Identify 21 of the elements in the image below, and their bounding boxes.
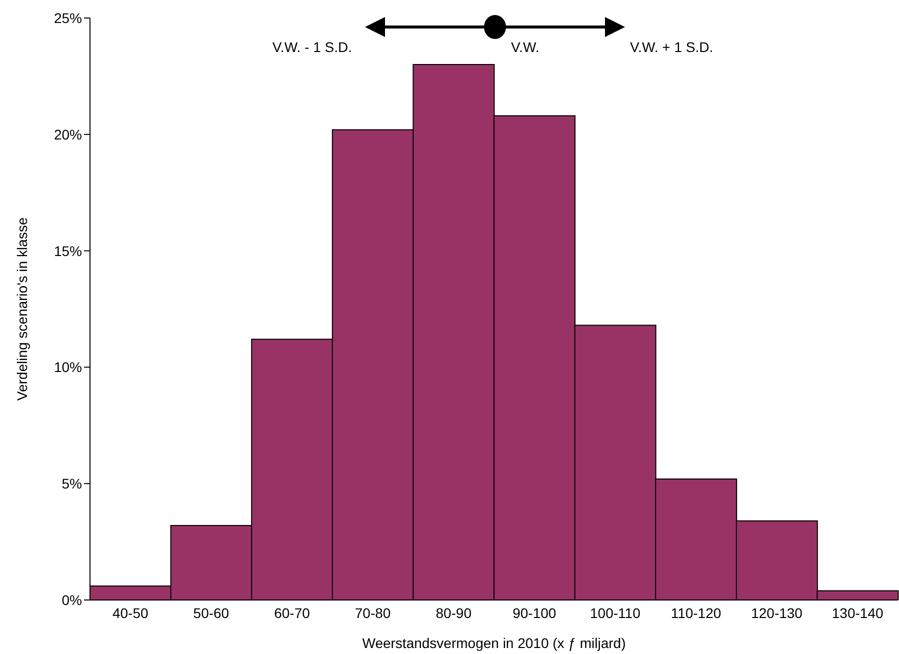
y-tick-label: 20%	[54, 126, 82, 142]
x-tick-label: 130-140	[832, 604, 884, 621]
x-tick-label: 40-50	[112, 604, 149, 621]
y-axis-title: Verdeling scenario's in klasse	[14, 217, 30, 401]
x-tick-label: 100-110	[590, 604, 641, 621]
x-axis-title: Weerstandsvermogen in 2010 (x ƒ miljard)	[362, 635, 626, 651]
annotation: V.W.	[511, 39, 540, 55]
y-tick-label: 5%	[62, 476, 82, 492]
y-tick-label: 0%	[62, 592, 82, 608]
annotation: V.W. - 1 S.D.	[272, 39, 352, 55]
x-tick-label: 80-90	[436, 604, 472, 621]
x-tick-label: 70-80	[354, 604, 391, 621]
x-tick-label: 50-60	[193, 604, 230, 621]
x-tick-label: 110-120	[670, 604, 722, 621]
annotation: V.W. + 1 S.D.	[630, 39, 714, 55]
x-tick-label: 60-70	[274, 604, 310, 621]
x-tick-label: 90-100	[512, 604, 556, 621]
y-tick-label: 10%	[54, 359, 82, 376]
y-tick-label: 25%	[54, 10, 82, 26]
y-tick-label: 15%	[54, 242, 82, 259]
x-tick-label: 120-130	[751, 604, 803, 621]
